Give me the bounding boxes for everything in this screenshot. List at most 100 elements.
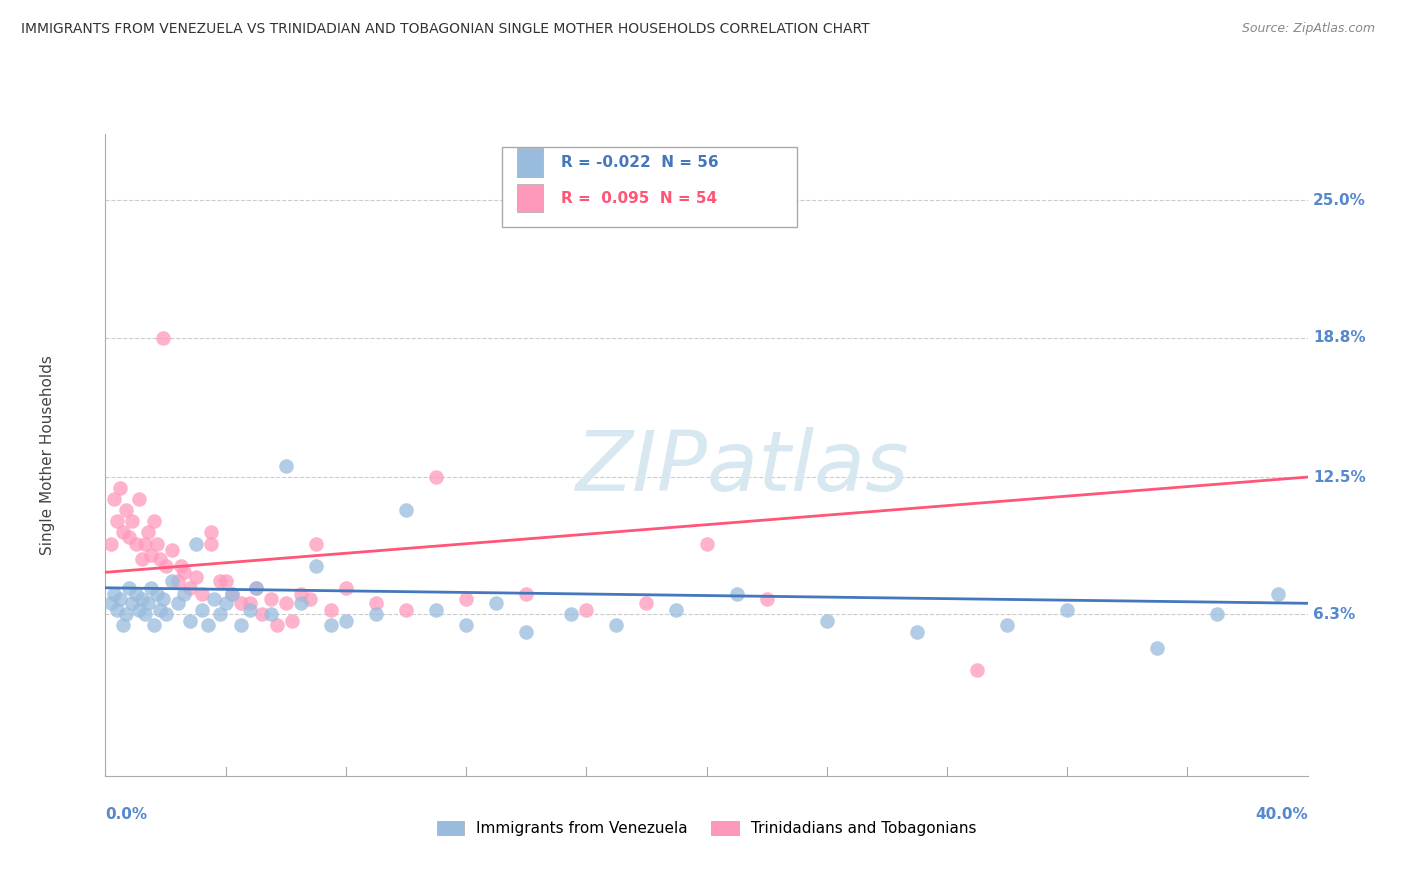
Point (179, 614, 201, 628)
Point (1056, 603, 1078, 617)
Point (274, 596, 297, 610)
Text: ZIPatlas: ZIPatlas (576, 427, 910, 508)
Point (179, 581, 201, 595)
Point (118, 581, 141, 595)
Bar (516, 148, 543, 178)
Point (995, 618, 1018, 632)
Text: 18.8%: 18.8% (1313, 330, 1365, 345)
Point (395, 503, 418, 517)
Point (139, 581, 162, 595)
Point (142, 618, 165, 632)
Point (1267, 587, 1289, 601)
Point (1206, 607, 1229, 622)
Point (229, 596, 252, 610)
Point (160, 574, 183, 589)
Text: 6.3%: 6.3% (1313, 607, 1355, 622)
Point (115, 503, 138, 517)
Point (173, 587, 195, 601)
Point (128, 492, 150, 507)
Text: R =  0.095  N = 54: R = 0.095 N = 54 (561, 191, 717, 205)
Point (364, 607, 387, 622)
Point (110, 591, 132, 606)
Point (260, 607, 283, 622)
Point (110, 481, 132, 495)
Point (107, 603, 129, 617)
Point (121, 514, 143, 528)
Point (239, 596, 262, 610)
Text: 40.0%: 40.0% (1254, 807, 1308, 822)
Point (260, 591, 283, 606)
Point (515, 625, 537, 640)
Point (221, 587, 243, 601)
Point (696, 536, 718, 550)
Text: Source: ZipAtlas.com: Source: ZipAtlas.com (1241, 22, 1375, 36)
Point (221, 587, 243, 601)
Point (128, 603, 150, 617)
Point (118, 530, 141, 544)
Point (134, 607, 156, 622)
Point (124, 587, 146, 601)
Point (197, 618, 219, 632)
Text: 0.0%: 0.0% (105, 807, 148, 822)
Point (166, 596, 188, 610)
Point (166, 574, 188, 589)
Text: 12.5%: 12.5% (1313, 469, 1367, 484)
Point (485, 596, 508, 610)
Point (364, 596, 387, 610)
Point (100, 596, 122, 610)
Point (152, 330, 174, 344)
Point (103, 492, 125, 507)
Point (560, 607, 582, 622)
Point (319, 603, 342, 617)
FancyBboxPatch shape (502, 146, 797, 227)
Point (160, 543, 183, 558)
Point (173, 566, 195, 580)
Point (190, 587, 212, 601)
Point (208, 607, 231, 622)
Point (298, 591, 321, 606)
Point (184, 570, 207, 584)
Point (124, 536, 146, 550)
Point (103, 587, 125, 601)
Point (136, 596, 159, 610)
Point (190, 603, 212, 617)
Point (815, 614, 838, 628)
Point (184, 536, 207, 550)
Point (155, 558, 177, 573)
Point (454, 591, 477, 606)
Point (250, 607, 273, 622)
Point (145, 587, 167, 601)
Point (266, 618, 288, 632)
Point (112, 618, 135, 632)
Point (136, 525, 159, 540)
Point (112, 525, 135, 540)
Point (131, 552, 153, 566)
Point (142, 514, 165, 528)
Bar (516, 184, 543, 212)
Point (121, 596, 143, 610)
Point (148, 603, 170, 617)
Point (725, 587, 748, 601)
Point (665, 603, 688, 617)
Point (148, 552, 170, 566)
Point (245, 581, 267, 595)
Point (200, 536, 222, 550)
Point (305, 536, 328, 550)
Point (200, 525, 222, 540)
Point (605, 618, 627, 632)
Point (305, 558, 328, 573)
Point (214, 574, 236, 589)
Point (152, 591, 174, 606)
Point (245, 581, 267, 595)
Point (139, 548, 162, 562)
Point (229, 618, 252, 632)
Point (115, 607, 138, 622)
Point (905, 625, 928, 640)
Point (335, 581, 357, 595)
Text: IMMIGRANTS FROM VENEZUELA VS TRINIDADIAN AND TOBAGONIAN SINGLE MOTHER HOUSEHOLDS: IMMIGRANTS FROM VENEZUELA VS TRINIDADIAN… (21, 22, 870, 37)
Point (214, 596, 236, 610)
Point (131, 591, 153, 606)
Point (636, 596, 658, 610)
Point (290, 587, 312, 601)
Point (239, 603, 262, 617)
